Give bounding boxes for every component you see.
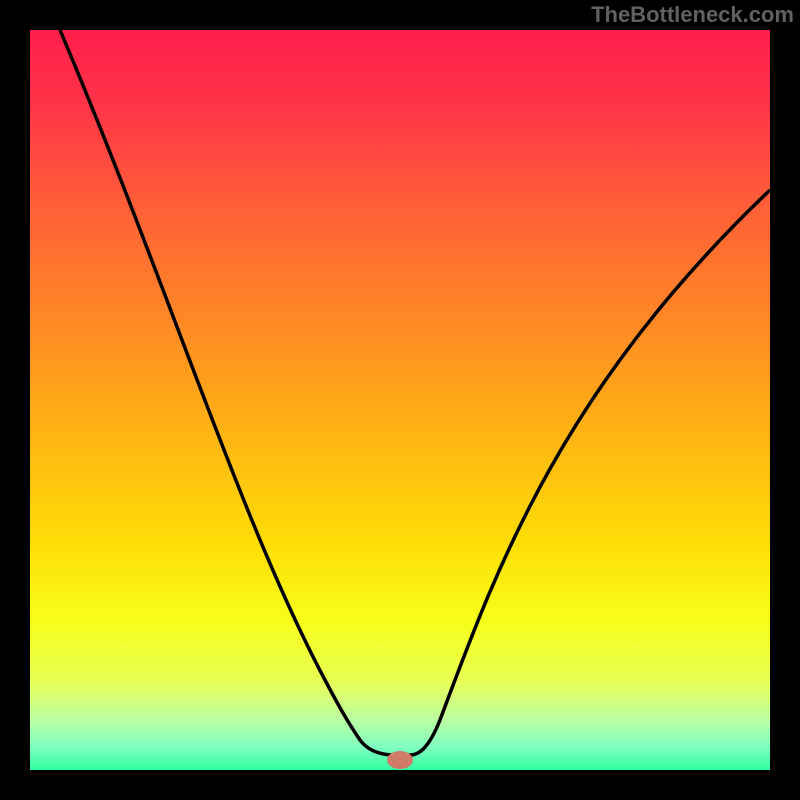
optimal-marker [387, 751, 413, 769]
plot-area [30, 30, 770, 770]
chart-canvas: TheBottleneck.com [0, 0, 800, 800]
chart-svg [0, 0, 800, 800]
watermark-text: TheBottleneck.com [591, 2, 794, 28]
